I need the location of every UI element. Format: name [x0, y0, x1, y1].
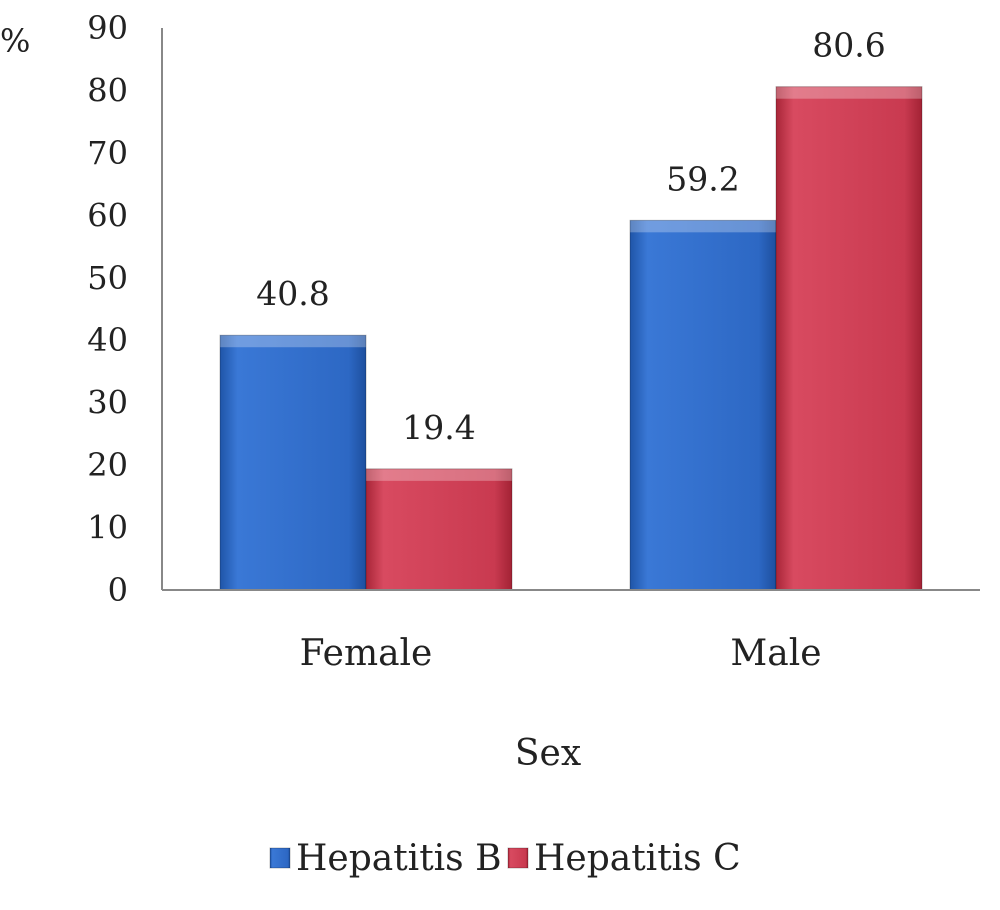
legend: Hepatitis B Hepatitis C: [269, 838, 741, 879]
bar: [776, 86, 922, 590]
bar: [220, 335, 366, 590]
data-label: 19.4: [402, 408, 475, 447]
x-category-labels: Female Male: [300, 633, 822, 674]
bar-highlight: [366, 468, 512, 481]
bar-hepatitis-b-male: [629, 219, 777, 591]
bar-hepatitis-c-male: [775, 86, 923, 591]
legend-label: Hepatitis C: [534, 838, 741, 879]
legend-label: Hepatitis B: [296, 838, 502, 879]
legend-item: Hepatitis C: [507, 838, 741, 879]
x-category-label: Female: [300, 633, 433, 674]
y-tick-label: 90: [87, 9, 128, 47]
x-category-label: Male: [730, 633, 821, 674]
data-label: 59.2: [666, 159, 739, 198]
bar-hepatitis-c-female: [365, 468, 513, 591]
bars: [219, 86, 923, 591]
y-tick-label: 40: [87, 321, 128, 359]
bar-highlight: [220, 335, 366, 348]
bar-highlight: [630, 220, 776, 233]
y-tick-label: 80: [87, 71, 128, 109]
data-labels: 40.8 59.2 19.4 80.6: [256, 26, 885, 447]
y-tick-label: 0: [108, 571, 128, 609]
bar: [366, 468, 512, 590]
bar: [630, 220, 776, 590]
bar-highlight: [776, 86, 922, 99]
legend-swatch: [269, 847, 291, 869]
y-tick-labels: 0 10 20 30 40 50 60 70 80 90: [87, 9, 128, 609]
y-tick-label: 10: [87, 509, 128, 547]
x-axis-label: Sex: [515, 733, 581, 774]
y-tick-label: 30: [87, 384, 128, 422]
data-label: 80.6: [812, 26, 885, 65]
legend-swatch: [507, 847, 529, 869]
y-tick-label: 60: [87, 196, 128, 234]
legend-item: Hepatitis B: [269, 838, 502, 879]
data-label: 40.8: [256, 274, 329, 313]
y-tick-label: 50: [87, 259, 128, 297]
y-tick-label: 70: [87, 134, 128, 172]
y-axis-label: %: [0, 22, 30, 60]
y-tick-label: 20: [87, 446, 128, 484]
bar-hepatitis-b-female: [219, 334, 367, 591]
